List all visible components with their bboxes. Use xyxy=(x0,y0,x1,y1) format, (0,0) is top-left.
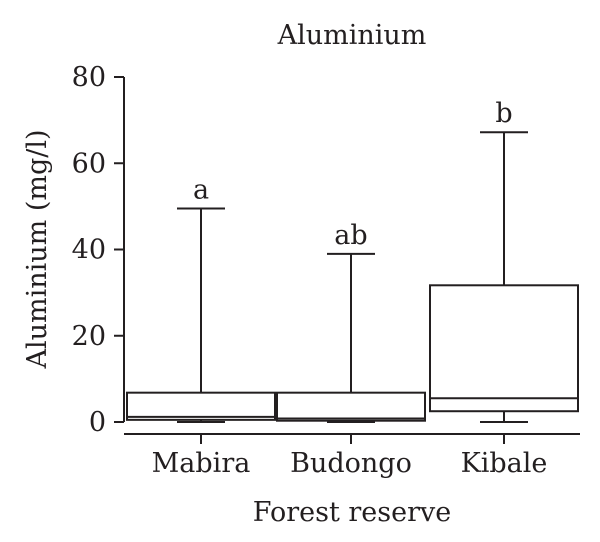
iqr-box xyxy=(429,284,579,413)
iqr-box xyxy=(126,391,276,421)
y-tick-label: 40 xyxy=(72,235,106,266)
x-tick-label: Kibale xyxy=(461,448,548,479)
x-axis: Mabira Budongo Kibale xyxy=(124,433,580,479)
box-mabira: a xyxy=(126,175,276,423)
box-budongo: ab xyxy=(276,220,426,423)
iqr-box xyxy=(276,391,426,422)
y-tick-label: 80 xyxy=(72,62,106,93)
x-axis-label: Forest reserve xyxy=(253,497,452,528)
y-axis-label: Aluminium (mg/l) xyxy=(22,129,53,369)
box-series: a ab b xyxy=(126,98,579,423)
y-tick-label: 60 xyxy=(72,148,106,179)
significance-label: ab xyxy=(334,220,367,251)
y-tick-label: 20 xyxy=(72,321,106,352)
significance-label: a xyxy=(193,175,209,206)
significance-label: b xyxy=(495,98,512,129)
y-tick-label: 0 xyxy=(89,407,106,438)
box-kibale: b xyxy=(429,98,579,423)
chart-title: Aluminium xyxy=(277,20,427,51)
x-tick-label: Mabira xyxy=(152,448,251,479)
x-tick-label: Budongo xyxy=(290,448,412,479)
y-axis: 0 20 40 60 80 xyxy=(72,62,125,438)
